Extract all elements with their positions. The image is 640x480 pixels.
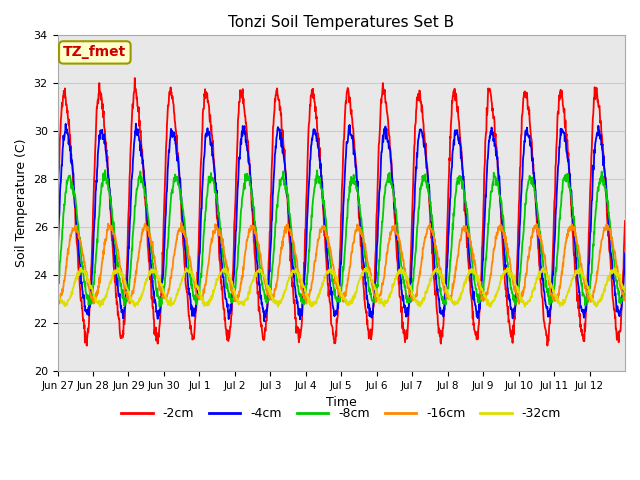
Line: -4cm: -4cm — [58, 124, 625, 321]
-4cm — [54, 251, 61, 256]
-2cm — [131, 75, 139, 81]
-4cm — [621, 251, 629, 256]
-4cm — [132, 121, 140, 127]
-8cm — [327, 266, 335, 272]
-4cm — [143, 205, 150, 211]
-2cm — [317, 161, 324, 167]
-2cm — [476, 308, 484, 314]
Line: -8cm: -8cm — [58, 170, 625, 307]
-16cm — [327, 248, 335, 254]
-4cm — [317, 166, 324, 171]
-32cm — [577, 264, 584, 270]
Legend: -2cm, -4cm, -8cm, -16cm, -32cm: -2cm, -4cm, -8cm, -16cm, -32cm — [116, 402, 566, 425]
-2cm — [614, 334, 622, 339]
-16cm — [177, 220, 185, 226]
-32cm — [475, 277, 483, 283]
-8cm — [317, 180, 324, 186]
-16cm — [54, 295, 61, 301]
Line: -16cm: -16cm — [58, 223, 625, 304]
-16cm — [559, 260, 567, 266]
Y-axis label: Soil Temperature (C): Soil Temperature (C) — [15, 139, 28, 267]
-32cm — [621, 289, 629, 295]
-2cm — [54, 211, 61, 216]
-32cm — [326, 266, 334, 272]
-16cm — [515, 301, 523, 307]
-2cm — [621, 218, 629, 224]
-32cm — [54, 289, 61, 295]
-8cm — [101, 168, 109, 173]
-16cm — [621, 296, 629, 301]
-32cm — [143, 276, 150, 282]
-16cm — [614, 274, 622, 280]
-32cm — [559, 302, 566, 308]
Title: Tonzi Soil Temperatures Set B: Tonzi Soil Temperatures Set B — [228, 15, 454, 30]
-16cm — [143, 223, 150, 228]
-2cm — [327, 321, 335, 326]
-8cm — [614, 292, 622, 298]
-4cm — [614, 308, 622, 313]
X-axis label: Time: Time — [326, 396, 356, 409]
-4cm — [260, 318, 268, 324]
-32cm — [316, 289, 323, 295]
-32cm — [486, 304, 494, 310]
-8cm — [54, 288, 61, 294]
Text: TZ_fmet: TZ_fmet — [63, 46, 127, 60]
-2cm — [83, 343, 91, 348]
-8cm — [143, 204, 150, 209]
Line: -32cm: -32cm — [58, 267, 625, 307]
-8cm — [559, 178, 567, 184]
-16cm — [316, 227, 324, 232]
-8cm — [156, 304, 163, 310]
-2cm — [559, 103, 567, 108]
-4cm — [476, 306, 484, 312]
-4cm — [559, 129, 567, 135]
-4cm — [327, 285, 335, 291]
-32cm — [614, 271, 622, 276]
-2cm — [143, 224, 151, 230]
-16cm — [476, 287, 483, 292]
-8cm — [621, 286, 629, 292]
Line: -2cm: -2cm — [58, 78, 625, 346]
-8cm — [476, 297, 484, 303]
